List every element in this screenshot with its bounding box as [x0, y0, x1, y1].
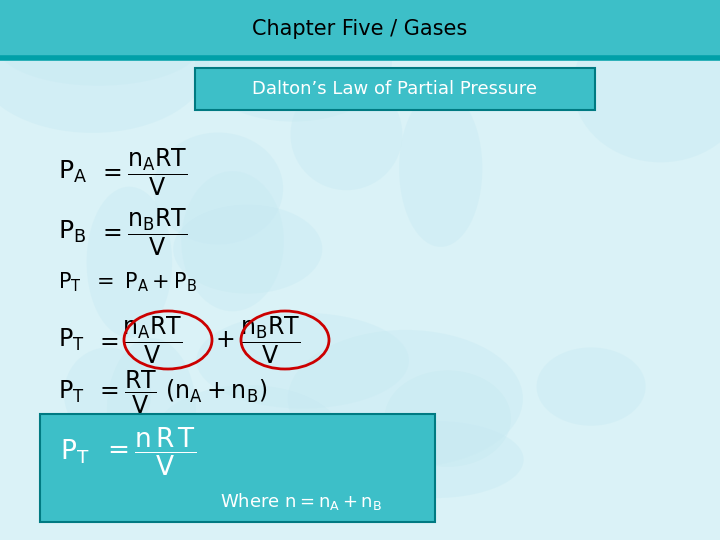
Text: $\mathsf{= \dfrac{n_B RT}{V}}$: $\mathsf{= \dfrac{n_B RT}{V}}$: [98, 206, 187, 258]
Text: $\mathsf{P_T}$: $\mathsf{P_T}$: [60, 438, 89, 466]
Ellipse shape: [290, 79, 402, 190]
Ellipse shape: [64, 348, 151, 440]
Text: $\mathsf{= \dfrac{n_A RT}{V}}$: $\mathsf{= \dfrac{n_A RT}{V}}$: [98, 146, 187, 198]
Ellipse shape: [195, 2, 392, 122]
Ellipse shape: [86, 187, 172, 338]
Ellipse shape: [107, 338, 196, 485]
Ellipse shape: [384, 370, 511, 467]
Ellipse shape: [346, 421, 523, 498]
Ellipse shape: [399, 90, 482, 247]
Text: $\mathsf{= \dfrac{RT}{V}\ (n_A + n_B)}$: $\mathsf{= \dfrac{RT}{V}\ (n_A + n_B)}$: [95, 368, 267, 416]
Text: $\mathsf{\dfrac{n_A RT}{V}}$: $\mathsf{\dfrac{n_A RT}{V}}$: [122, 314, 182, 366]
Text: $\mathsf{\dfrac{n_B RT}{V}}$: $\mathsf{\dfrac{n_B RT}{V}}$: [240, 314, 300, 366]
Text: $\mathsf{= \dfrac{n\,R\,T}{V}}$: $\mathsf{= \dfrac{n\,R\,T}{V}}$: [102, 426, 196, 478]
Ellipse shape: [174, 205, 323, 294]
Bar: [40, 414, 435, 522]
Bar: [195, 68, 595, 110]
Ellipse shape: [153, 132, 283, 245]
Text: $\mathsf{P_T}$: $\mathsf{P_T}$: [58, 327, 85, 353]
Text: $\mathsf{P_A}$: $\mathsf{P_A}$: [58, 159, 87, 185]
Text: $\mathsf{P_B}$: $\mathsf{P_B}$: [58, 219, 86, 245]
Text: $\mathsf{P_T}$: $\mathsf{P_T}$: [58, 270, 82, 294]
Text: Dalton’s Law of Partial Pressure: Dalton’s Law of Partial Pressure: [253, 80, 538, 98]
Bar: [0, 0, 720, 58]
Text: $\mathsf{=\ P_A + P_B}$: $\mathsf{=\ P_A + P_B}$: [92, 270, 197, 294]
Ellipse shape: [181, 171, 284, 312]
Ellipse shape: [536, 347, 646, 426]
Ellipse shape: [0, 6, 200, 86]
Text: $\mathsf{Where\ n = n_A + n_B}$: $\mathsf{Where\ n = n_A + n_B}$: [220, 491, 382, 512]
Ellipse shape: [573, 10, 720, 163]
Ellipse shape: [288, 330, 523, 468]
Ellipse shape: [0, 0, 210, 133]
Text: $\mathsf{+}$: $\mathsf{+}$: [215, 328, 234, 352]
Text: Chapter Five / Gases: Chapter Five / Gases: [253, 19, 467, 39]
Ellipse shape: [197, 313, 409, 408]
Ellipse shape: [153, 385, 343, 489]
Text: $\mathsf{P_T}$: $\mathsf{P_T}$: [58, 379, 85, 405]
Text: $\mathsf{=}$: $\mathsf{=}$: [95, 328, 119, 352]
